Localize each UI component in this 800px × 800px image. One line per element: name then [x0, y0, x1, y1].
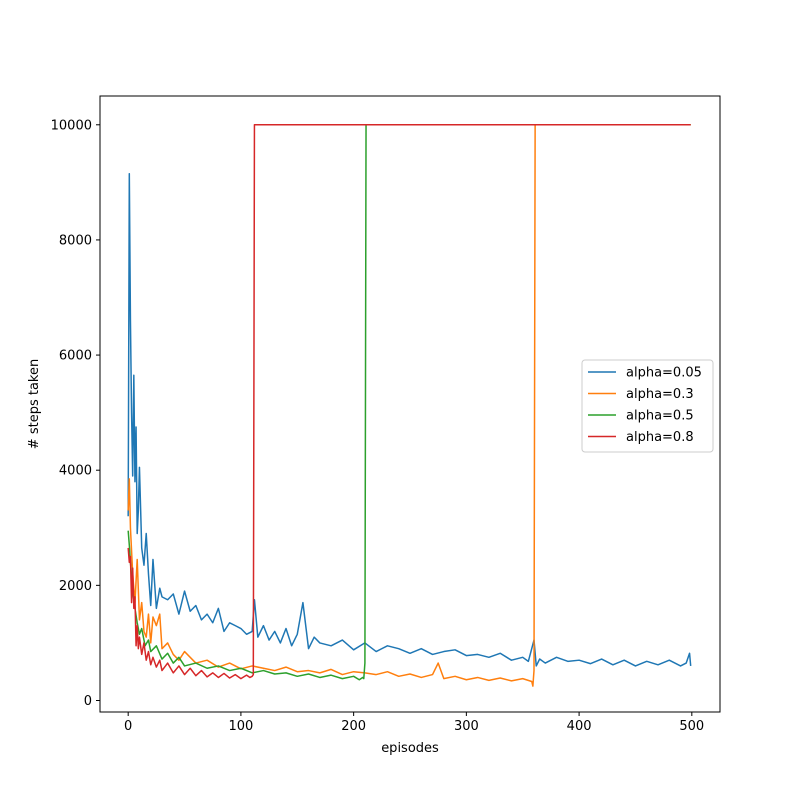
- x-tick-label: 100: [228, 719, 253, 734]
- series-line-3: [127, 124, 691, 681]
- x-tick-label: 500: [679, 719, 704, 734]
- x-axis-ticks: 0 100 200 300 400 500: [124, 712, 704, 734]
- y-tick-label: 10000: [51, 118, 92, 133]
- y-tick-label: 4000: [59, 464, 92, 479]
- y-tick-label: 2000: [59, 579, 92, 594]
- legend-entry-label: alpha=0.8: [626, 430, 694, 445]
- series-line-1: [127, 172, 692, 667]
- x-axis-label: episodes: [381, 741, 439, 756]
- legend-entry-label: alpha=0.05: [626, 366, 702, 381]
- y-tick-label: 0: [84, 694, 92, 709]
- axes-frame: [99, 95, 721, 713]
- plot-lines: [127, 124, 692, 687]
- x-tick-label: 0: [124, 719, 132, 734]
- x-tick-label: 300: [454, 719, 479, 734]
- series-line-2: [127, 124, 691, 687]
- y-axis-ticks: 0 2000 4000 6000 8000 10000: [51, 118, 100, 709]
- legend: alpha=0.05 alpha=0.3 alpha=0.5 alpha=0.8: [581, 359, 714, 453]
- legend-entry-label: alpha=0.3: [626, 387, 694, 402]
- legend-entry-label: alpha=0.5: [626, 409, 694, 424]
- plot-area-border: [99, 95, 721, 713]
- x-tick-label: 400: [567, 719, 592, 734]
- series-line-4: [127, 124, 691, 680]
- y-tick-label: 6000: [59, 349, 92, 364]
- y-axis-label: # steps taken: [27, 359, 42, 449]
- x-tick-label: 200: [341, 719, 366, 734]
- legend-box: [581, 359, 714, 453]
- y-tick-label: 8000: [59, 233, 92, 248]
